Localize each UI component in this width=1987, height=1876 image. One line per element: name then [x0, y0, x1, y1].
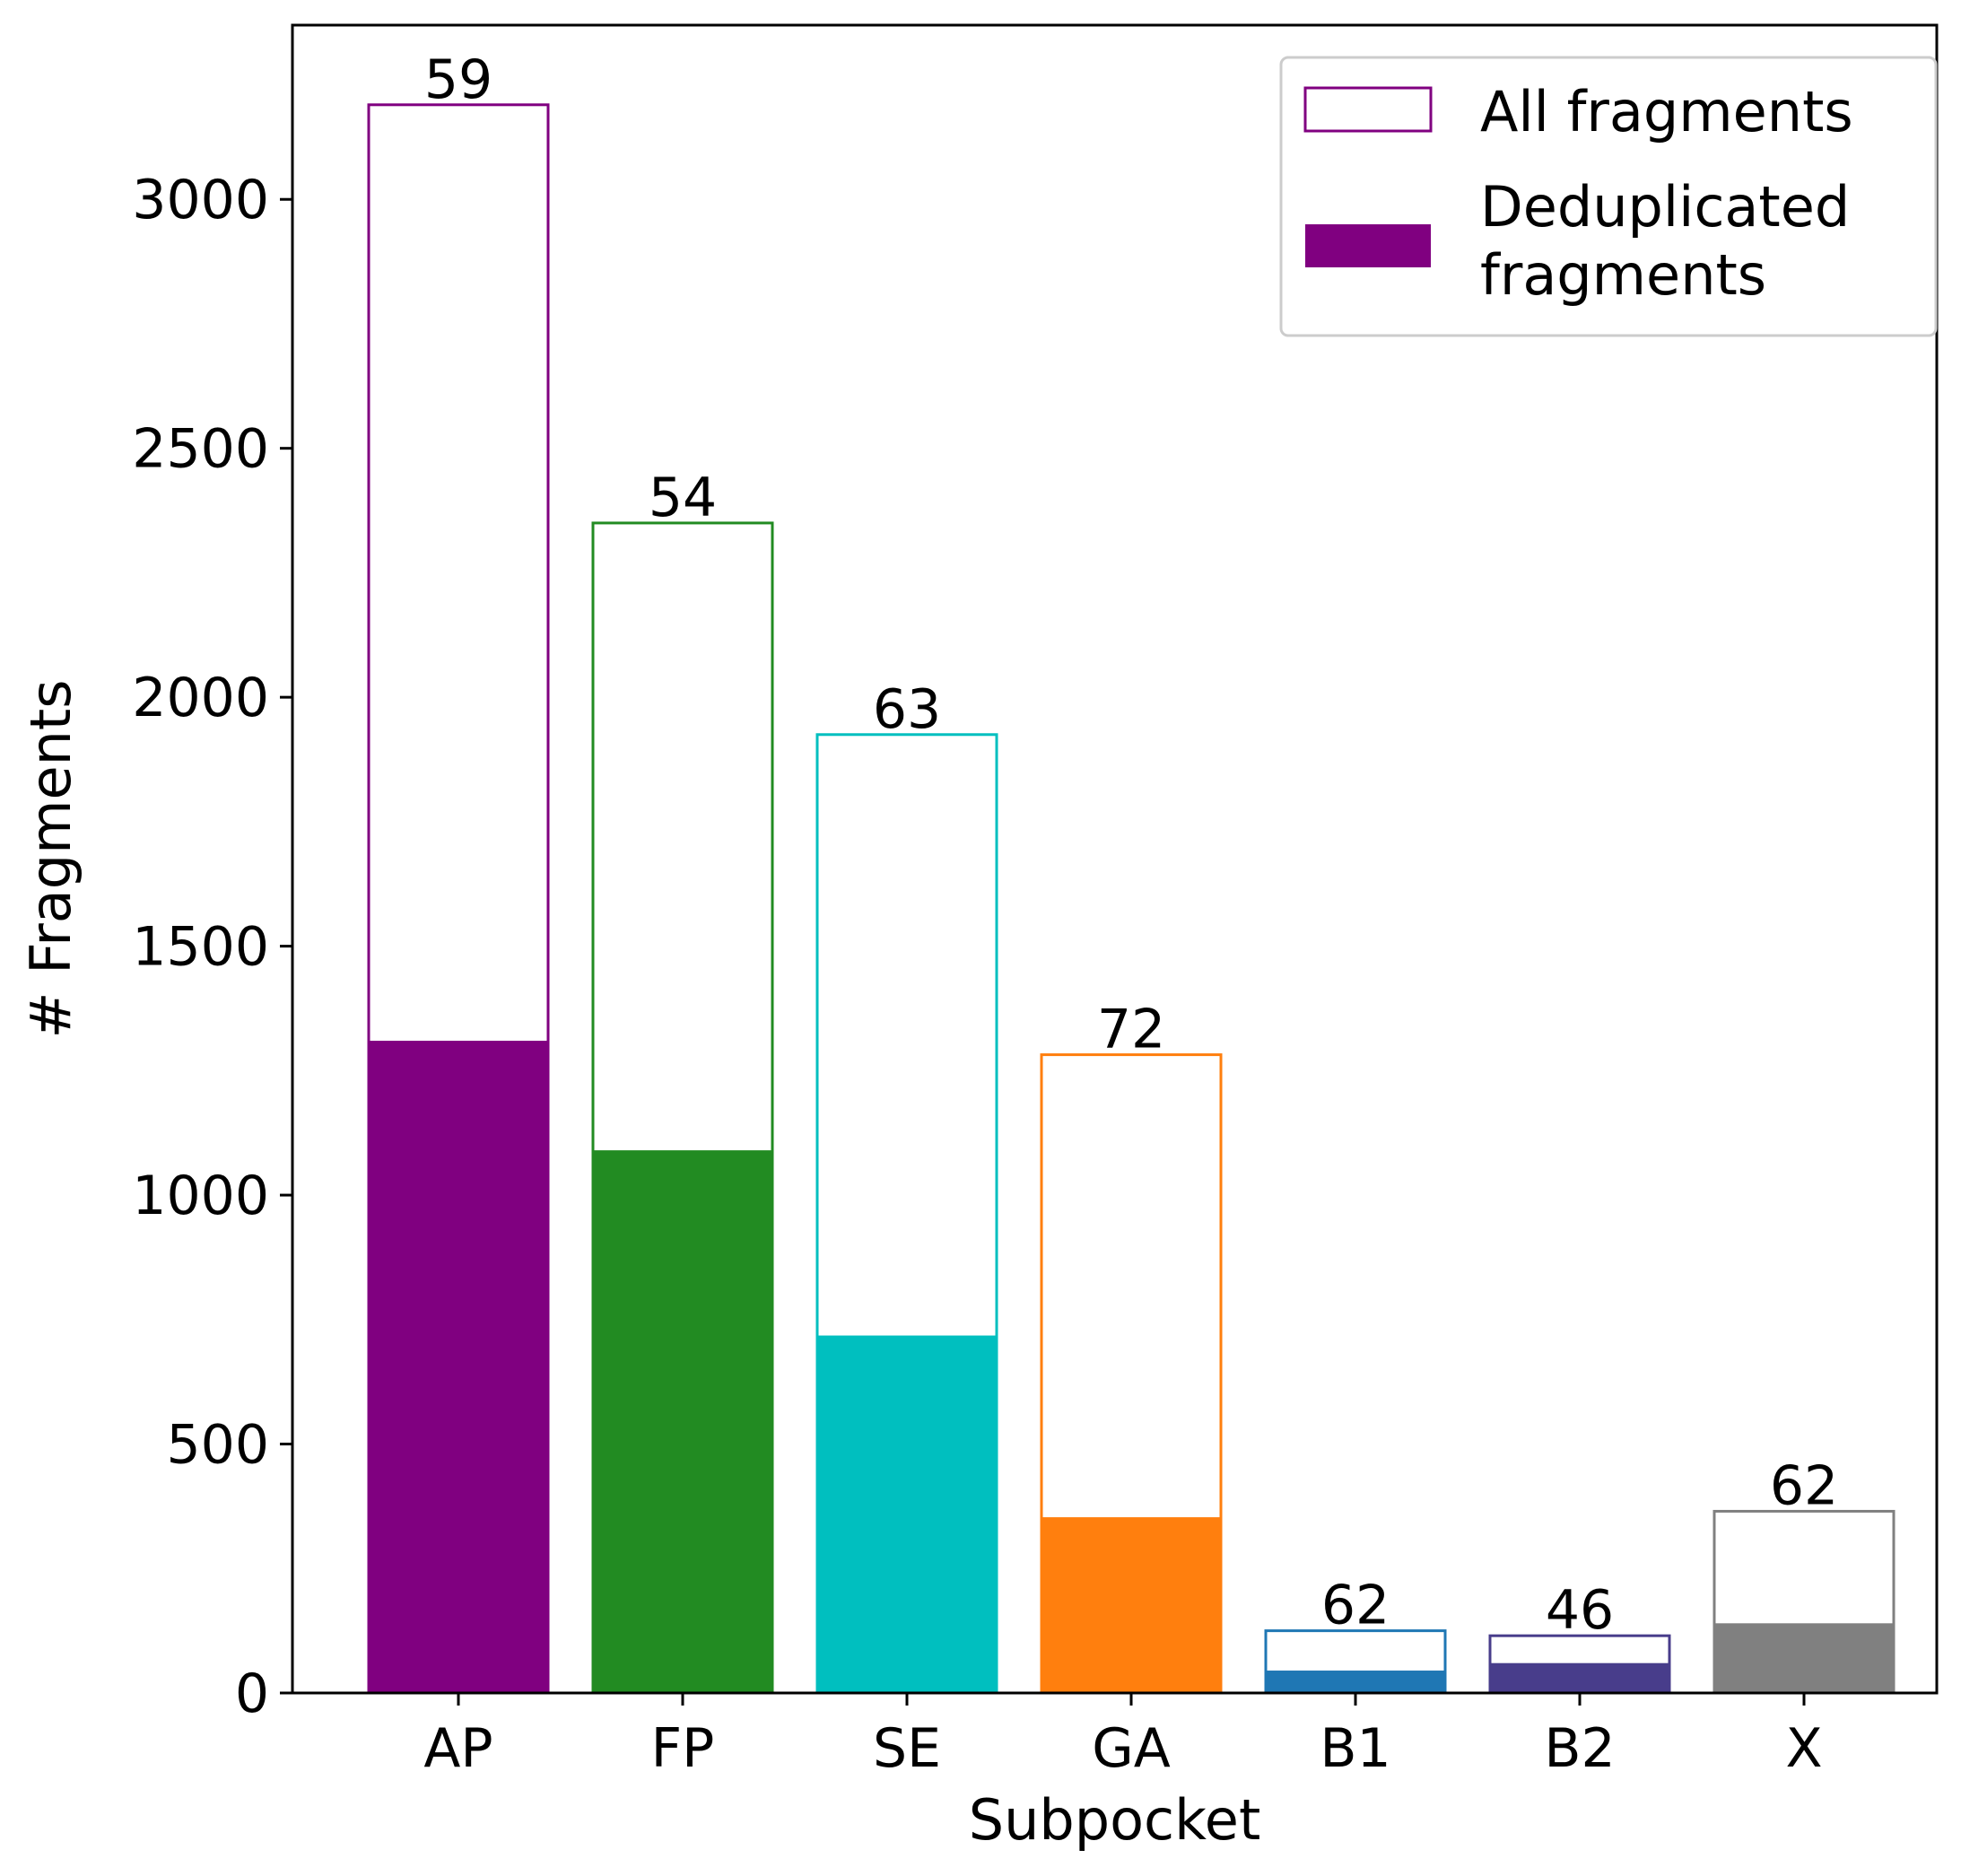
- legend-label-deduplicated-line2: fragments: [1480, 242, 1766, 308]
- bar-deduplicated-se: [817, 1335, 997, 1693]
- bar-deduplicated-b2: [1490, 1662, 1669, 1693]
- bar-label-b1: 62: [1321, 1575, 1390, 1637]
- x-axis-label: Subpocket: [969, 1787, 1261, 1853]
- y-tick-label: 3000: [132, 169, 269, 231]
- y-tick-label: 2000: [132, 667, 269, 729]
- legend-swatch-all-fragments: [1303, 86, 1433, 133]
- x-tick-label-ap: AP: [423, 1717, 492, 1780]
- x-tick-label-fp: FP: [651, 1717, 715, 1780]
- x-axis-ticks: AP FP SE GA B1 B2 X: [423, 1693, 1823, 1780]
- bar-label-x: 62: [1770, 1454, 1838, 1517]
- x-tick-label-x: X: [1785, 1717, 1822, 1780]
- bar-label-se: 63: [873, 678, 941, 741]
- bar-label-b2: 46: [1546, 1579, 1614, 1642]
- y-tick-label: 1000: [132, 1165, 269, 1227]
- bar-deduplicated-ap: [369, 1041, 548, 1693]
- x-tick-label-b1: B1: [1320, 1717, 1390, 1780]
- bar-label-ap: 59: [424, 48, 492, 111]
- x-tick-label-ga: GA: [1092, 1717, 1171, 1780]
- bar-deduplicated-ga: [1041, 1517, 1221, 1693]
- legend-box: [1279, 56, 1938, 337]
- bars-group: [367, 103, 1895, 1695]
- legend-label-deduplicated-line1: Deduplicated: [1480, 174, 1850, 240]
- bar-label-ga: 72: [1097, 999, 1165, 1061]
- bar-deduplicated-x: [1714, 1623, 1894, 1693]
- y-tick-label: 500: [166, 1414, 269, 1477]
- y-axis-ticks: 0 500 1000 1500 2000 2500 3000: [132, 169, 292, 1725]
- x-tick-label-b2: B2: [1544, 1717, 1615, 1780]
- legend-swatch-deduplicated-fragments: [1305, 224, 1431, 267]
- y-axis-label: # Fragments: [18, 679, 83, 1038]
- plot-frame: [291, 23, 1939, 1695]
- y-tick-label: 0: [235, 1662, 269, 1725]
- legend-label-all-fragments: All fragments: [1480, 79, 1853, 144]
- y-tick-label: 1500: [132, 916, 269, 979]
- bar-label-fp: 54: [649, 467, 717, 529]
- y-tick-label: 2500: [132, 418, 269, 481]
- bar-deduplicated-fp: [593, 1150, 772, 1693]
- x-tick-label-se: SE: [873, 1717, 941, 1780]
- bar-deduplicated-b1: [1266, 1671, 1445, 1693]
- legend: All fragments Deduplicated fragments: [1279, 56, 1938, 337]
- bar-labels-group: 59 54 63 72 62 46 62: [424, 48, 1838, 1642]
